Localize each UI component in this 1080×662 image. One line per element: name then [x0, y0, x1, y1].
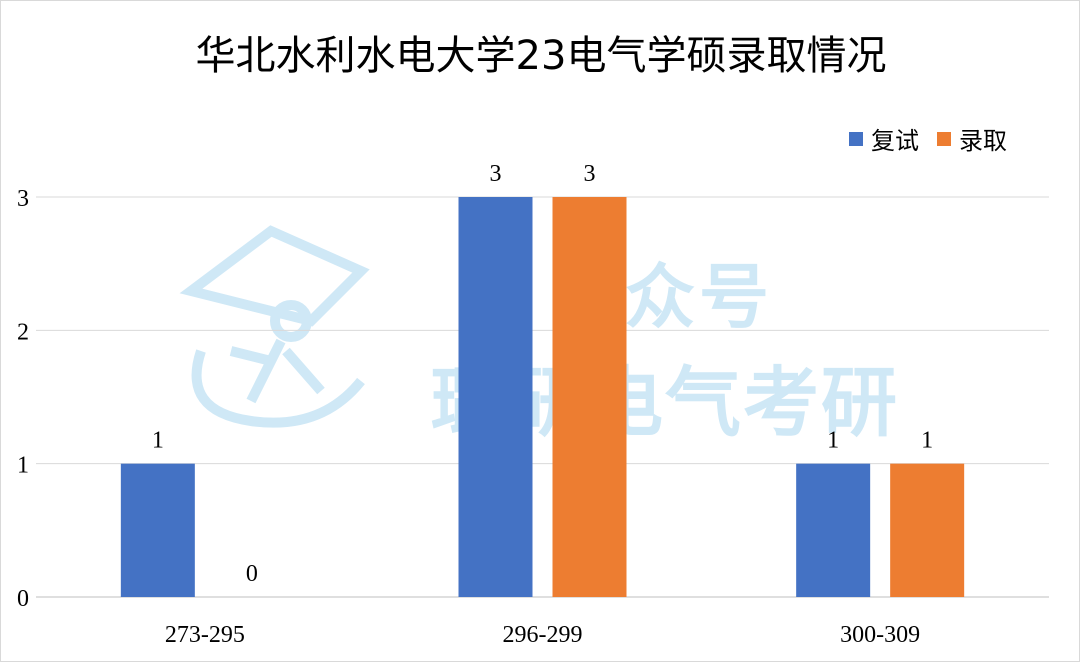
legend-entry-0: 复试 [849, 121, 919, 156]
data-label: 1 [827, 428, 839, 454]
bar [120, 463, 195, 597]
bar [552, 197, 627, 597]
data-label: 3 [490, 161, 502, 187]
x-tick-label: 300-309 [840, 622, 920, 648]
y-tick-label: 2 [17, 319, 29, 345]
y-tick-label: 0 [17, 586, 29, 612]
y-tick-label: 3 [17, 186, 29, 212]
legend: 复试 录取 [849, 121, 1007, 156]
bar [458, 197, 533, 597]
chart-title: 华北水利水电大学23电气学硕录取情况 [195, 33, 887, 79]
bar [890, 463, 965, 597]
legend-swatch-0 [849, 131, 863, 146]
bar [796, 463, 871, 597]
legend-label-1: 录取 [959, 127, 1007, 155]
data-label: 1 [921, 428, 933, 454]
x-tick-label: 296-299 [503, 622, 583, 648]
legend-entry-1: 录取 [937, 121, 1007, 156]
data-label: 3 [584, 161, 596, 187]
data-label: 0 [246, 561, 258, 587]
legend-swatch-1 [937, 131, 951, 146]
x-tick-label: 273-295 [165, 622, 245, 648]
data-label: 1 [152, 428, 164, 454]
y-tick-label: 1 [17, 453, 29, 479]
legend-label-0: 复试 [871, 127, 919, 155]
